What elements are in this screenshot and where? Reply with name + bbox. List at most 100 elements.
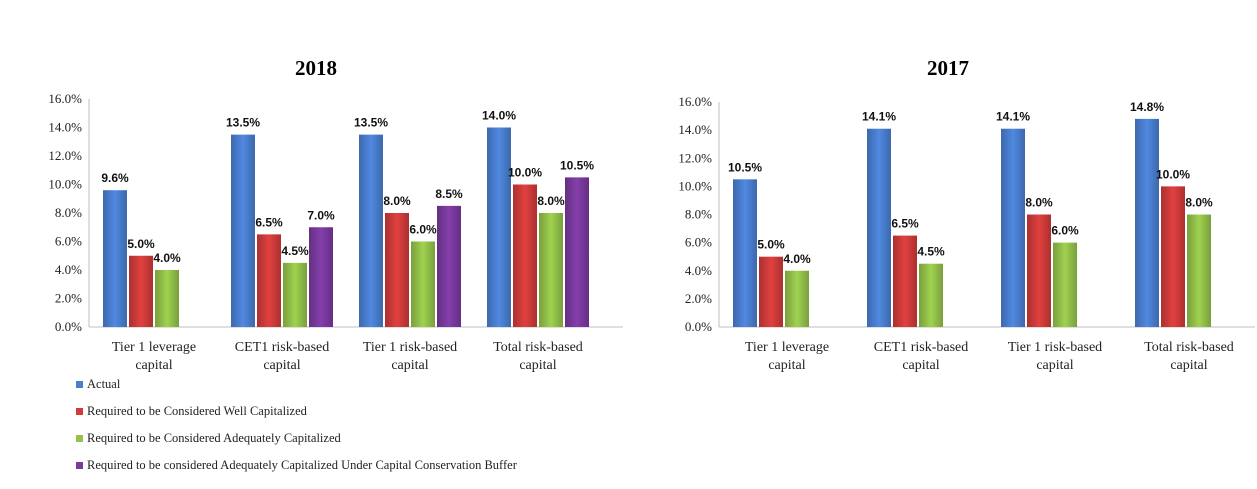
y-tick-label: 10.0% [48,177,82,192]
bar-actual [359,134,383,327]
legend-label: Required to be Considered Adequately Cap… [87,431,341,445]
y-tick-label: 4.0% [685,263,712,278]
data-label: 14.8% [1130,100,1164,114]
bar-required-to-be-considered-well-capitalized [1161,186,1185,327]
bar-actual [867,128,891,327]
bar-required-to-be-considered-adequately-capitalized [283,262,307,327]
category-label: capital [391,358,428,373]
category-label: Total risk-based [493,340,583,355]
y-tick-label: 16.0% [48,91,82,106]
data-label: 13.5% [354,116,388,130]
y-tick-label: 6.0% [685,235,712,250]
data-label: 10.5% [560,158,594,172]
data-label: 8.5% [435,187,463,201]
data-label: 6.5% [255,215,283,229]
y-tick-label: 0.0% [55,319,82,334]
chart-title: 2018 [295,56,337,80]
bar-required-to-be-considered-adequately-capitalized-under-capital-conservation-buffer [565,177,589,327]
y-tick-label: 16.0% [678,94,712,109]
data-label: 14.1% [996,110,1030,124]
data-label: 10.0% [508,166,542,180]
data-label: 6.5% [891,217,919,231]
y-tick-label: 8.0% [55,205,82,220]
data-label: 8.0% [1025,196,1053,210]
bar-required-to-be-considered-well-capitalized [129,255,153,327]
category-label: capital [135,358,172,373]
bar-required-to-be-considered-well-capitalized [513,184,537,327]
data-label: 8.0% [383,194,411,208]
y-tick-label: 6.0% [55,234,82,249]
bar-actual [231,134,255,327]
legend-item: Required to be considered Adequately Cap… [76,452,517,479]
bar-required-to-be-considered-well-capitalized [385,213,409,327]
data-label: 7.0% [307,208,335,222]
bar-required-to-be-considered-well-capitalized [893,235,917,327]
legend-label: Actual [87,377,121,391]
bar-required-to-be-considered-adequately-capitalized [1053,242,1077,327]
category-label: capital [1170,358,1207,373]
y-tick-label: 0.0% [685,319,712,334]
data-label: 9.6% [101,171,129,185]
category-label: capital [902,358,939,373]
category-label: Tier 1 risk-based [363,340,457,355]
data-label: 6.0% [1051,224,1079,238]
category-label: Tier 1 leverage [745,340,829,355]
bar-required-to-be-considered-adequately-capitalized [155,270,179,327]
y-tick-label: 12.0% [48,148,82,163]
legend-swatch [76,462,83,469]
category-label: Tier 1 leverage [112,340,196,355]
legend-swatch [76,381,83,388]
bar-actual [487,127,511,327]
y-tick-label: 4.0% [55,262,82,277]
data-label: 4.5% [281,244,309,258]
data-label: 6.0% [409,223,437,237]
category-label: Total risk-based [1144,340,1234,355]
data-label: 13.5% [226,116,260,130]
bar-required-to-be-considered-well-capitalized [759,256,783,327]
bar-actual [1135,118,1159,327]
data-label: 4.0% [153,251,181,265]
chart-title: 2017 [927,56,969,80]
data-label: 14.0% [482,109,516,123]
category-label: capital [768,358,805,373]
y-tick-label: 10.0% [678,178,712,193]
legend-item: Actual [76,371,517,398]
bar-required-to-be-considered-well-capitalized [257,234,281,327]
category-label: CET1 risk-based [235,340,329,355]
y-tick-label: 14.0% [48,120,82,135]
data-label: 10.5% [728,160,762,174]
category-label: capital [519,358,556,373]
bar-required-to-be-considered-adequately-capitalized [411,241,435,327]
legend-label: Required to be Considered Well Capitaliz… [87,404,307,418]
y-tick-label: 14.0% [678,122,712,137]
data-label: 5.0% [127,237,155,251]
category-label: capital [1036,358,1073,373]
category-label: CET1 risk-based [874,340,968,355]
chart-2017: 2017 0.0% 2.0% 4.0% 6.0% 8.0% 10.0% 12.0% 14.0% 1… [678,56,1255,373]
bar-actual [1001,128,1025,327]
data-label: 10.0% [1156,167,1190,181]
bar-required-to-be-considered-adequately-capitalized-under-capital-conservation-buffer [437,205,461,327]
bar-required-to-be-considered-adequately-capitalized [785,270,809,327]
data-label: 8.0% [537,194,565,208]
bar-actual [733,179,757,327]
bar-required-to-be-considered-adequately-capitalized [1187,214,1211,327]
data-label: 4.0% [783,252,811,266]
bar-required-to-be-considered-well-capitalized [1027,214,1051,327]
category-label: capital [263,358,300,373]
y-tick-label: 12.0% [678,150,712,165]
bar-actual [103,190,127,327]
data-label: 8.0% [1185,196,1213,210]
bar-required-to-be-considered-adequately-capitalized-under-capital-conservation-buffer [309,227,333,327]
legend-swatch [76,408,83,415]
y-tick-label: 2.0% [685,291,712,306]
data-label: 14.1% [862,110,896,124]
data-label: 4.5% [917,245,945,259]
category-label: Tier 1 risk-based [1008,340,1102,355]
legend-item: Required to be Considered Well Capitaliz… [76,398,517,425]
bar-required-to-be-considered-adequately-capitalized [919,263,943,327]
y-tick-label: 2.0% [55,291,82,306]
legend-item: Required to be Considered Adequately Cap… [76,425,517,452]
chart-2018: 2018 0.0% 2.0% 4.0% 6.0% 8.0% 10.0% 12.0% 14.0% 1… [48,56,623,373]
